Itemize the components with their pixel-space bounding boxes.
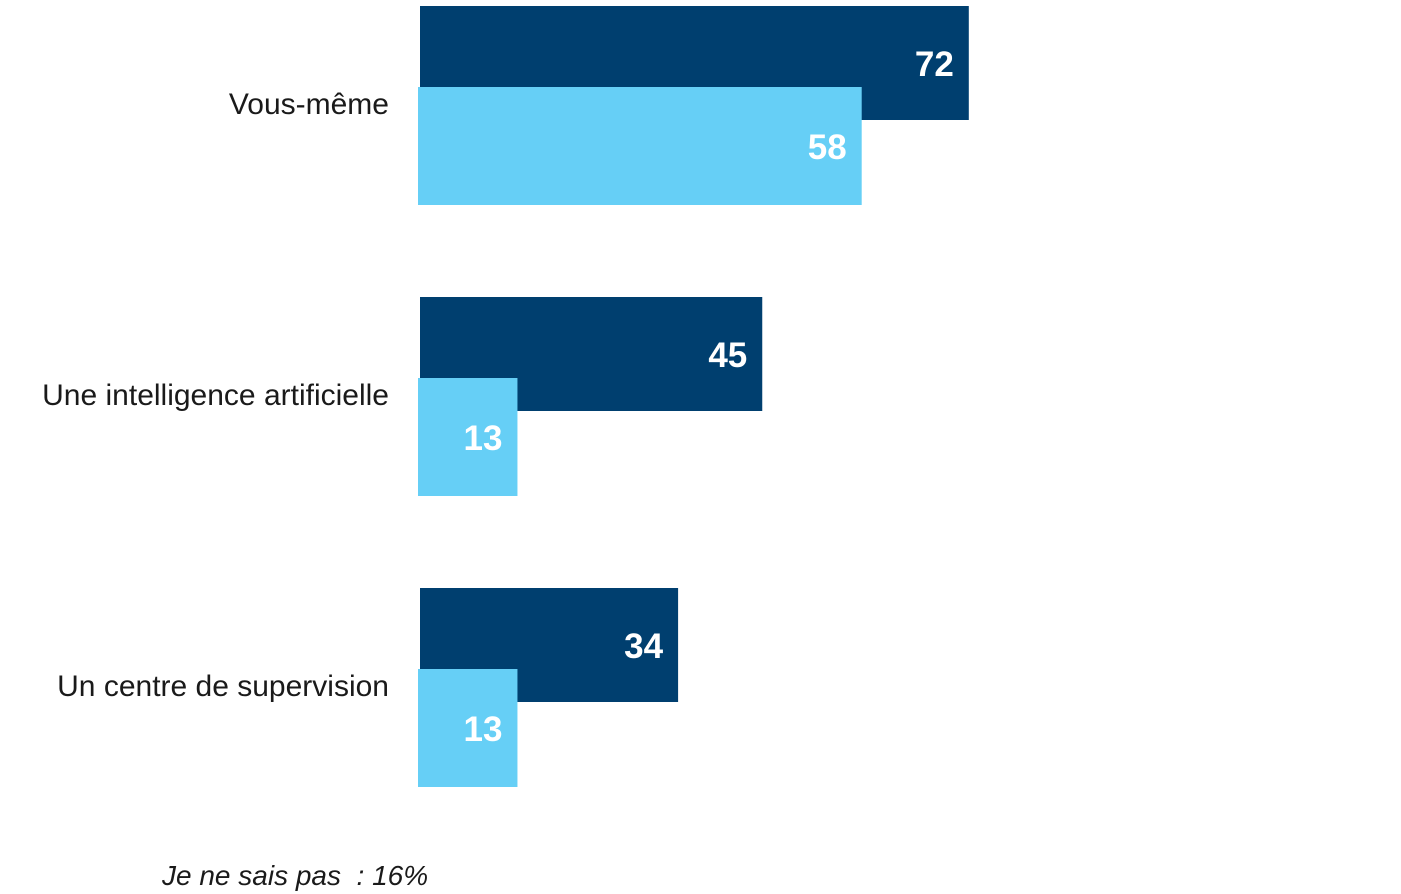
value-label-light-0: 58 (808, 128, 847, 167)
value-label-light-2: 13 (464, 710, 503, 749)
value-label-dark-0: 72 (915, 45, 954, 84)
bar-light-1 (418, 378, 518, 496)
value-label-dark-1: 45 (708, 336, 747, 375)
bar-chart: 72 58 Vous-même 45 13 Une intelligence artifi… (42, 6, 969, 787)
value-label-dark-2: 34 (624, 627, 663, 666)
value-label-light-1: 13 (464, 419, 503, 458)
bar-light-0 (418, 87, 862, 205)
category-label-1: Une intelligence artificielle (42, 379, 389, 412)
footnote: Je ne sais pas : 16% (162, 860, 429, 891)
category-label-2: Un centre de supervision (57, 670, 389, 703)
bar-light-2 (418, 669, 518, 787)
category-label-0: Vous-même (229, 88, 389, 121)
